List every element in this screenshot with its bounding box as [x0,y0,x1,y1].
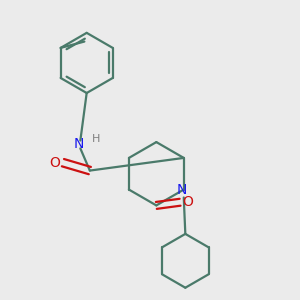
Text: O: O [183,195,194,209]
Text: N: N [74,137,84,151]
Text: O: O [50,156,61,170]
Text: N: N [177,183,188,196]
Text: H: H [92,134,100,144]
